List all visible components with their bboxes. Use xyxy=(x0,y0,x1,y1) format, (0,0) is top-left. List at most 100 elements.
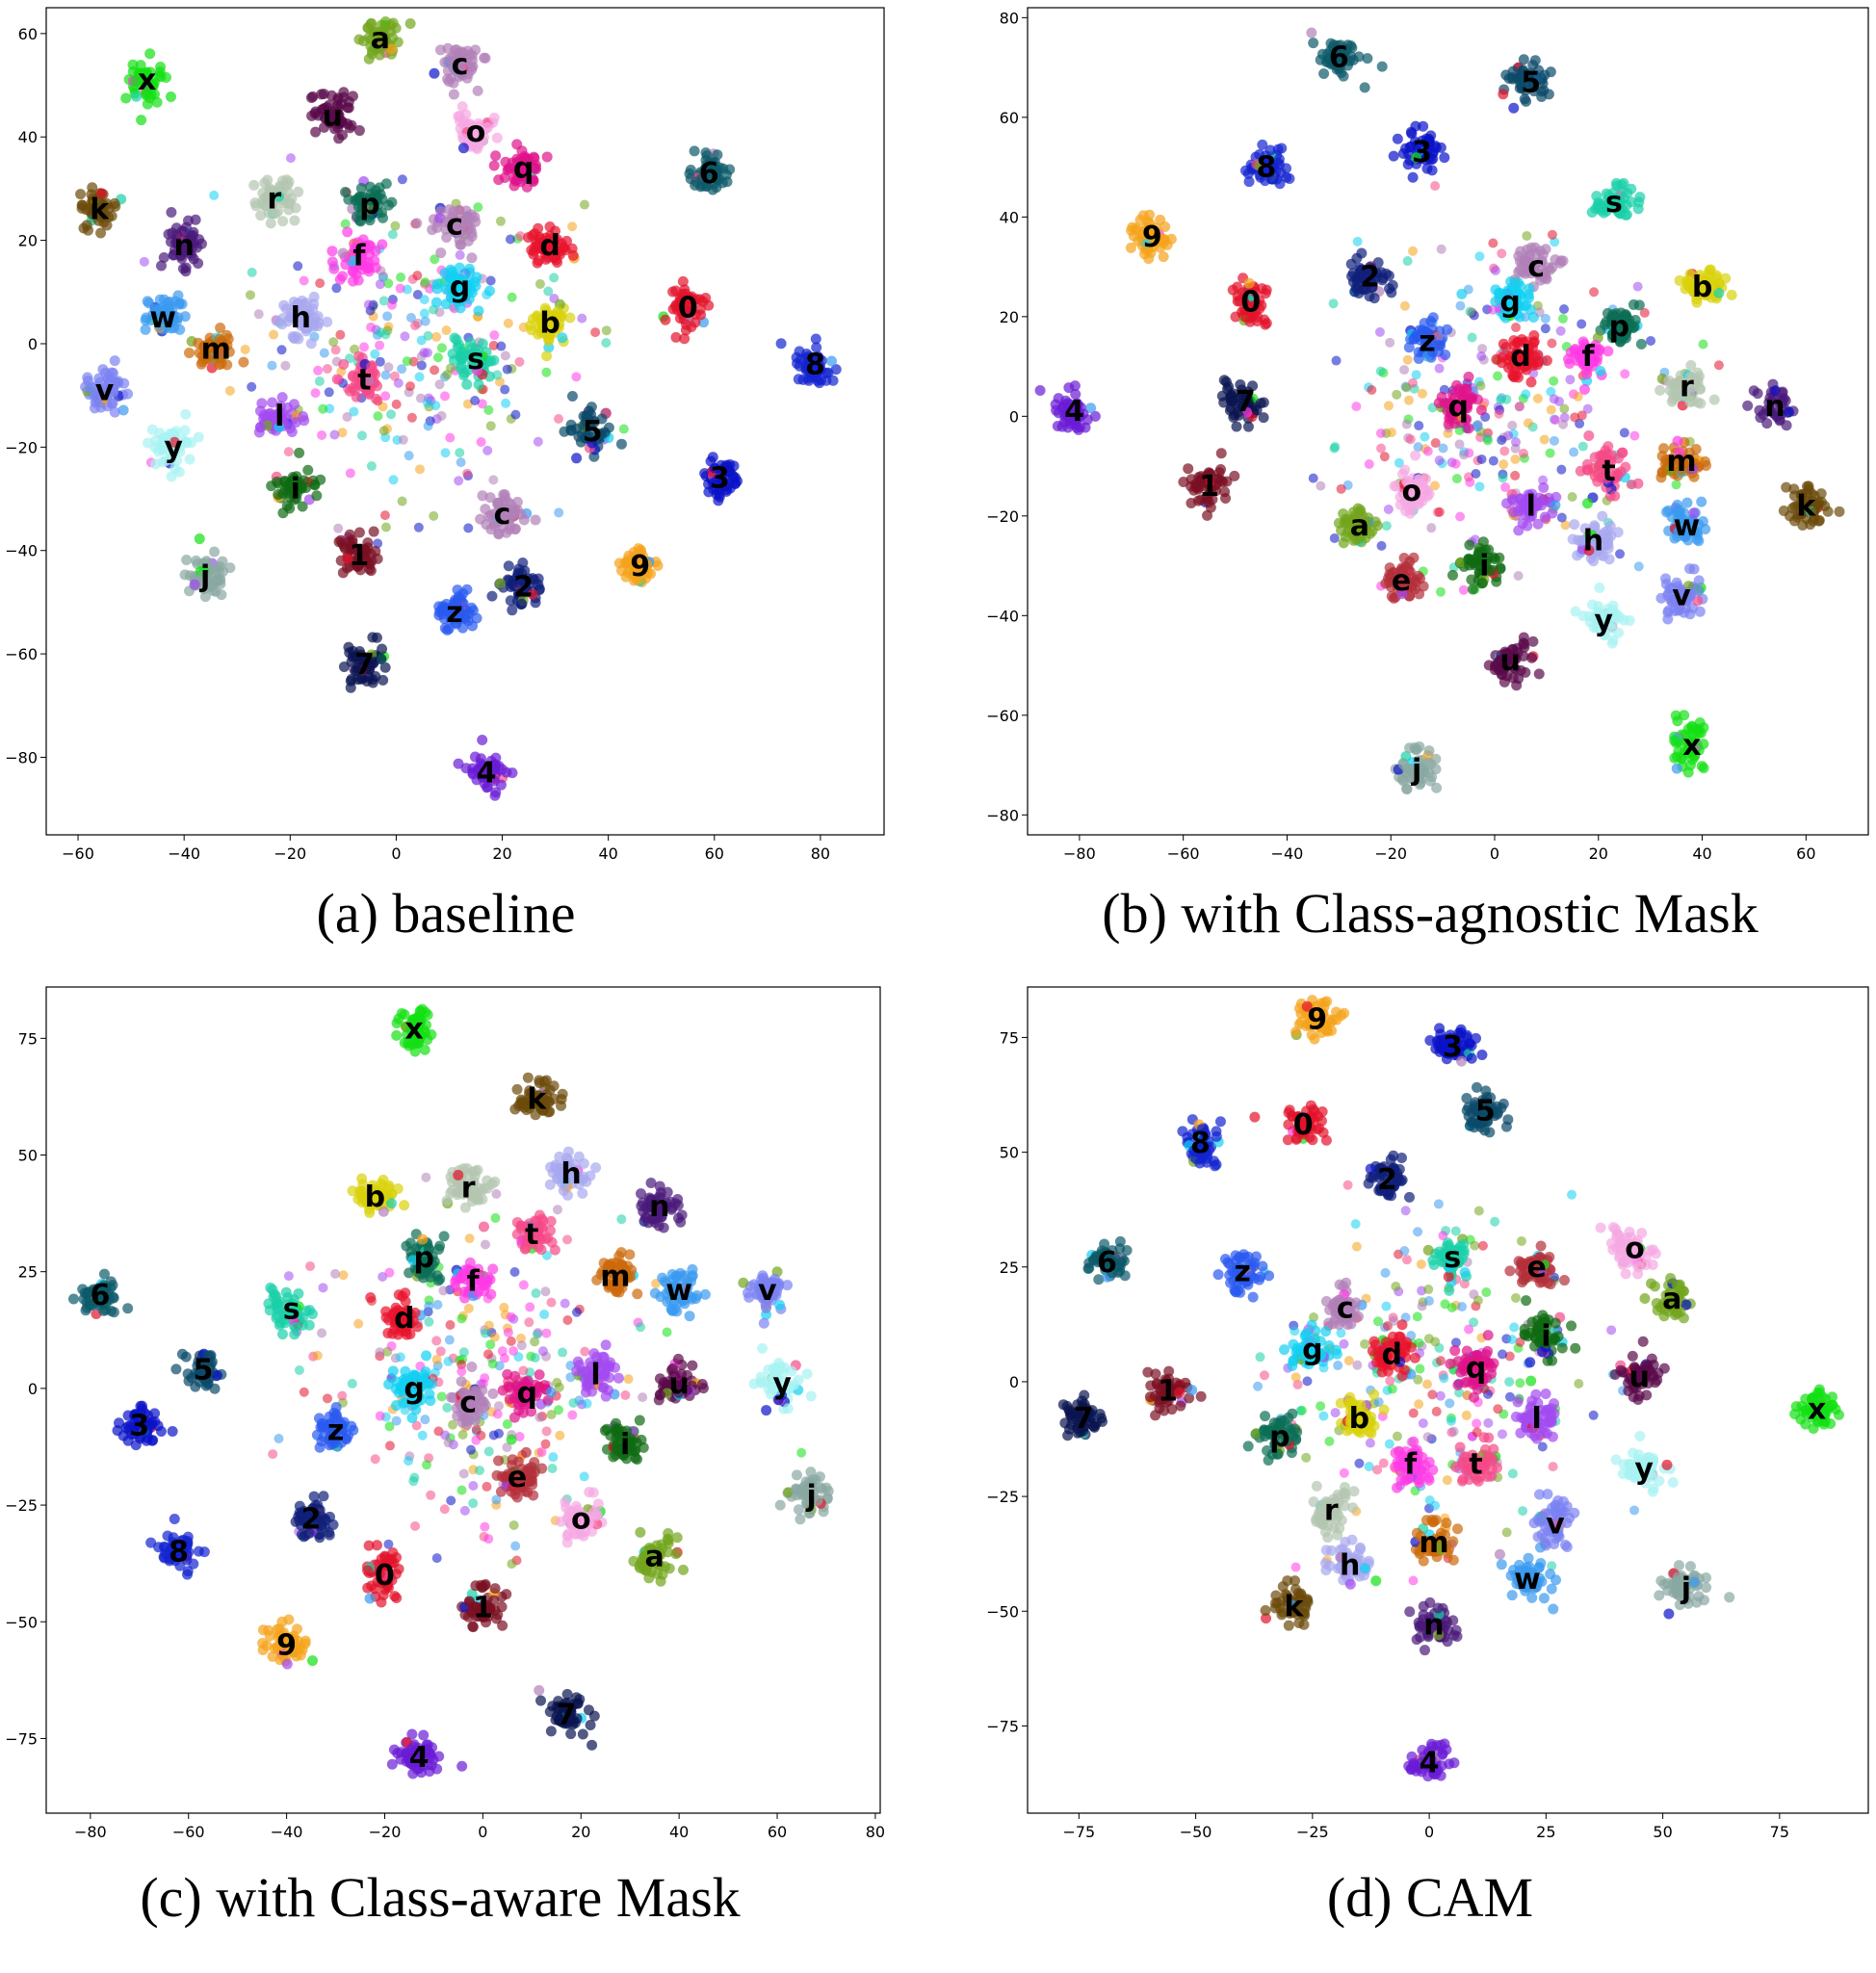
scatter-point xyxy=(417,1430,428,1441)
cluster-point-l xyxy=(1518,505,1529,516)
scatter-point xyxy=(416,360,427,371)
cluster-point-0 xyxy=(1252,311,1264,323)
cluster-label-q: q xyxy=(513,151,534,185)
cluster-point-q xyxy=(1459,414,1471,426)
cluster-point-5 xyxy=(565,425,577,436)
scatter-point xyxy=(501,398,511,408)
cluster-point-z xyxy=(1403,342,1415,353)
y-tick-label: −60 xyxy=(986,707,1019,725)
cluster-point-3 xyxy=(722,479,734,490)
scatter-point xyxy=(1619,428,1629,438)
cluster-point-x xyxy=(1669,735,1681,746)
cluster-point-1 xyxy=(1229,470,1240,481)
cluster-point-8 xyxy=(806,352,818,364)
cluster-point-9 xyxy=(1140,244,1152,255)
cluster-point-u xyxy=(343,102,354,114)
cluster-point-q xyxy=(541,151,553,163)
scatter-point xyxy=(459,1505,470,1516)
cluster-point-o xyxy=(1410,450,1421,461)
cluster-point-k xyxy=(1808,515,1819,527)
cluster-point-c xyxy=(485,509,497,521)
cluster-point-n xyxy=(175,250,187,262)
cluster-point-5 xyxy=(586,408,597,420)
cluster-point-r xyxy=(277,216,289,227)
scatter-point xyxy=(402,356,412,367)
cluster-point-q xyxy=(528,176,539,188)
scatter-point xyxy=(1500,482,1511,493)
cluster-point-a xyxy=(379,34,391,45)
cluster-label-8: 8 xyxy=(1256,151,1276,185)
scatter-point xyxy=(1493,371,1503,381)
cluster-point-1 xyxy=(335,534,347,546)
y-tick-label: −80 xyxy=(986,806,1019,824)
scatter-point xyxy=(1477,344,1488,354)
scatter-point xyxy=(340,219,351,229)
x-tick-label: −60 xyxy=(1167,844,1200,863)
cluster-point-d xyxy=(533,222,544,234)
scatter-point xyxy=(1426,523,1437,533)
scatter-point xyxy=(1556,512,1567,523)
cluster-point-0 xyxy=(685,305,696,317)
scatter-point xyxy=(1559,304,1570,315)
scatter-point xyxy=(482,445,493,455)
cluster-point-z xyxy=(450,597,461,609)
cluster-point-0 xyxy=(676,305,688,317)
cluster-point-4 xyxy=(477,735,488,746)
cluster-point-2 xyxy=(1366,263,1377,274)
cluster-point-w xyxy=(169,323,180,334)
scatter-point xyxy=(313,365,324,376)
cluster-point-3 xyxy=(1418,120,1429,132)
scatter-point xyxy=(379,510,390,521)
scatter-point xyxy=(415,393,426,403)
cluster-point-c xyxy=(456,239,467,250)
cluster-point-v xyxy=(90,397,101,408)
cluster-point-h xyxy=(1569,519,1580,531)
cluster-point-f xyxy=(1582,359,1594,371)
scatter-point xyxy=(424,1301,434,1311)
cluster-point-6 xyxy=(689,145,700,157)
cluster-label-5: 5 xyxy=(583,415,603,449)
scatter-point xyxy=(315,278,326,289)
cluster-point-v xyxy=(1660,573,1672,584)
scatter-point xyxy=(380,391,391,402)
scatter-point xyxy=(546,1297,557,1308)
scatter-point xyxy=(413,522,424,532)
scatter-point xyxy=(482,1481,492,1492)
cluster-point-k xyxy=(1819,500,1831,511)
scatter-point xyxy=(489,330,500,341)
cluster-point-v xyxy=(1693,575,1705,586)
cluster-point-l xyxy=(1547,507,1558,519)
scatter-point xyxy=(531,1288,541,1299)
scatter-point xyxy=(353,1318,364,1329)
cluster-point-n xyxy=(187,229,198,241)
cluster-point-1 xyxy=(1190,479,1202,490)
scatter-point xyxy=(1336,483,1346,494)
cluster-point-y xyxy=(169,445,181,456)
scatter-point xyxy=(1375,428,1386,438)
cluster-point-w xyxy=(1696,496,1707,507)
scatter-point xyxy=(534,278,545,289)
cluster-point-f xyxy=(1602,346,1614,357)
scatter-point xyxy=(1399,365,1410,376)
cluster-point-2 xyxy=(529,574,540,585)
cluster-point-a xyxy=(369,28,380,39)
cluster-point-c xyxy=(435,247,447,259)
scatter-point xyxy=(440,448,451,458)
cluster-point-f xyxy=(326,256,338,268)
cluster-point-8 xyxy=(1257,139,1268,150)
cluster-point-q xyxy=(1446,410,1458,422)
cluster-label-v: v xyxy=(95,374,115,407)
scatter-point xyxy=(337,1390,348,1401)
scatter-point xyxy=(283,1271,294,1282)
scatter-point xyxy=(420,316,430,326)
scatter-point xyxy=(1570,412,1580,423)
cluster-point-t xyxy=(338,358,350,370)
cluster-point-v xyxy=(1692,584,1704,596)
scatter-point xyxy=(1550,415,1560,426)
scatter-point xyxy=(495,216,506,226)
scatter-point xyxy=(337,428,348,438)
cluster-point-1 xyxy=(351,558,362,570)
cluster-point-3 xyxy=(707,452,718,463)
cluster-point-x xyxy=(136,115,147,126)
cluster-point-4 xyxy=(1078,408,1089,420)
